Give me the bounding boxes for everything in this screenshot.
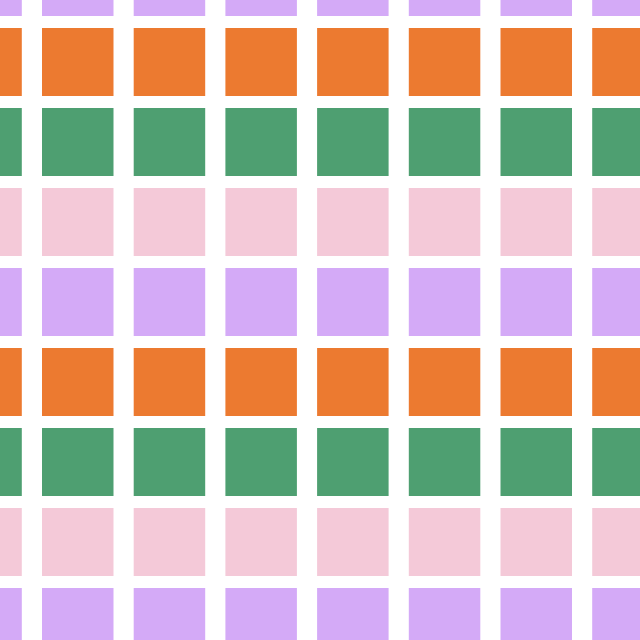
tile: [133, 348, 206, 416]
tile: [225, 268, 297, 336]
tile: [500, 0, 572, 16]
tile: [408, 108, 481, 176]
tile: [133, 188, 206, 256]
tile: [133, 428, 206, 496]
tile: [42, 188, 114, 256]
tile: [317, 268, 389, 336]
tile: [500, 508, 572, 576]
tile: [592, 0, 640, 16]
tile: [317, 28, 389, 96]
tile: [317, 108, 389, 176]
tile: [500, 348, 572, 416]
tile: [42, 0, 114, 16]
tile: [225, 108, 297, 176]
tile: [225, 188, 297, 256]
tile: [0, 188, 22, 256]
tile: [133, 108, 206, 176]
tile: [317, 428, 389, 496]
tile: [408, 428, 481, 496]
tile: [408, 28, 481, 96]
tile: [592, 188, 640, 256]
tile: [42, 268, 114, 336]
tile: [500, 588, 572, 640]
tile: [592, 428, 640, 496]
tile: [225, 508, 297, 576]
tile: [42, 588, 114, 640]
tile: [500, 188, 572, 256]
tile: [225, 348, 297, 416]
tile: [42, 508, 114, 576]
tile: [592, 508, 640, 576]
tile: [408, 268, 481, 336]
tile: [42, 428, 114, 496]
tile: [0, 268, 22, 336]
tile: [317, 348, 389, 416]
tile: [133, 28, 206, 96]
tile: [133, 0, 206, 16]
tile: [317, 188, 389, 256]
tile: [133, 268, 206, 336]
tile: [0, 508, 22, 576]
tile: [225, 0, 297, 16]
tile: [408, 188, 481, 256]
tile: [500, 108, 572, 176]
tile: [225, 28, 297, 96]
tile: [592, 28, 640, 96]
tile: [0, 28, 22, 96]
tile: [408, 348, 481, 416]
tile: [0, 348, 22, 416]
tile: [133, 588, 206, 640]
tile: [592, 588, 640, 640]
tile: [408, 508, 481, 576]
tile: [408, 0, 481, 16]
tile: [500, 428, 572, 496]
tile: [42, 108, 114, 176]
tile: [317, 508, 389, 576]
tile: [317, 0, 389, 16]
tile: [0, 588, 22, 640]
tile: [42, 348, 114, 416]
tile: [500, 268, 572, 336]
tile: [408, 588, 481, 640]
tile: [592, 108, 640, 176]
tile: [592, 348, 640, 416]
tile: [592, 268, 640, 336]
tile: [42, 28, 114, 96]
tile: [0, 108, 22, 176]
tile: [500, 28, 572, 96]
tile: [225, 588, 297, 640]
tile: [225, 428, 297, 496]
tile: [0, 428, 22, 496]
tile: [133, 508, 206, 576]
tile: [317, 588, 389, 640]
tile: [0, 0, 22, 16]
